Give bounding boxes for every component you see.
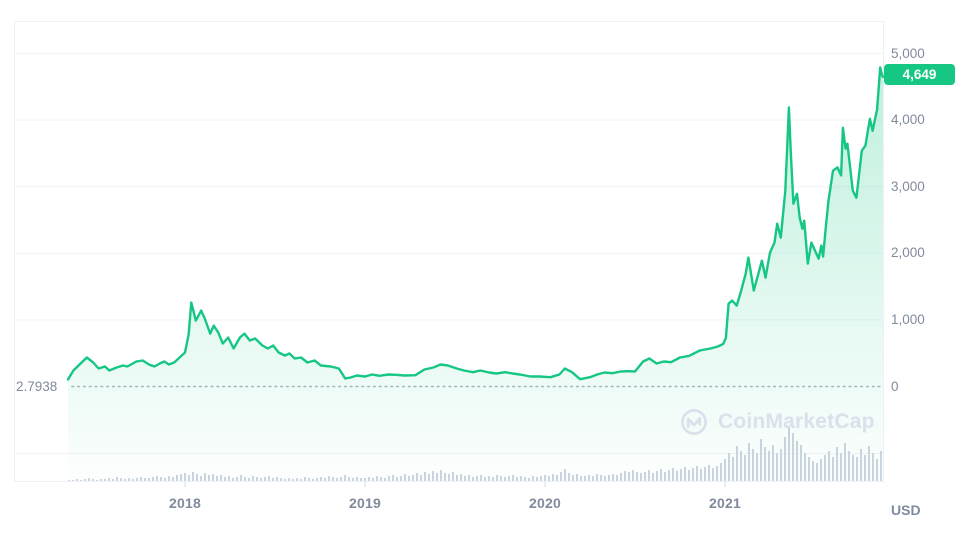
- price-area-fill: [68, 67, 883, 481]
- x-axis-year-label: 2019: [349, 495, 381, 511]
- y-axis-tick-label: 0: [891, 378, 899, 394]
- coinmarketcap-logo-icon: [681, 409, 707, 435]
- x-axis-year-label: 2021: [709, 495, 741, 511]
- x-axis-year-label: 2020: [529, 495, 561, 511]
- x-axis-year-label: 2018: [169, 495, 201, 511]
- y-axis-tick-label: 2,000: [891, 245, 925, 261]
- y-axis-tick-label: 3,000: [891, 178, 925, 194]
- watermark-text: CoinMarketCap: [718, 410, 875, 433]
- y-axis-tick-label: 4,000: [891, 112, 925, 128]
- y-axis-tick-label: 1,000: [891, 311, 925, 327]
- currency-unit-label: USD: [891, 502, 921, 518]
- current-price-badge: 4,649: [884, 64, 955, 85]
- plot-border: [14, 21, 884, 482]
- watermark: CoinMarketCap: [679, 407, 875, 437]
- min-price-label: 2.7938: [16, 379, 58, 394]
- price-line: [66, 66, 885, 381]
- y-axis-tick-label: 5,000: [891, 45, 925, 61]
